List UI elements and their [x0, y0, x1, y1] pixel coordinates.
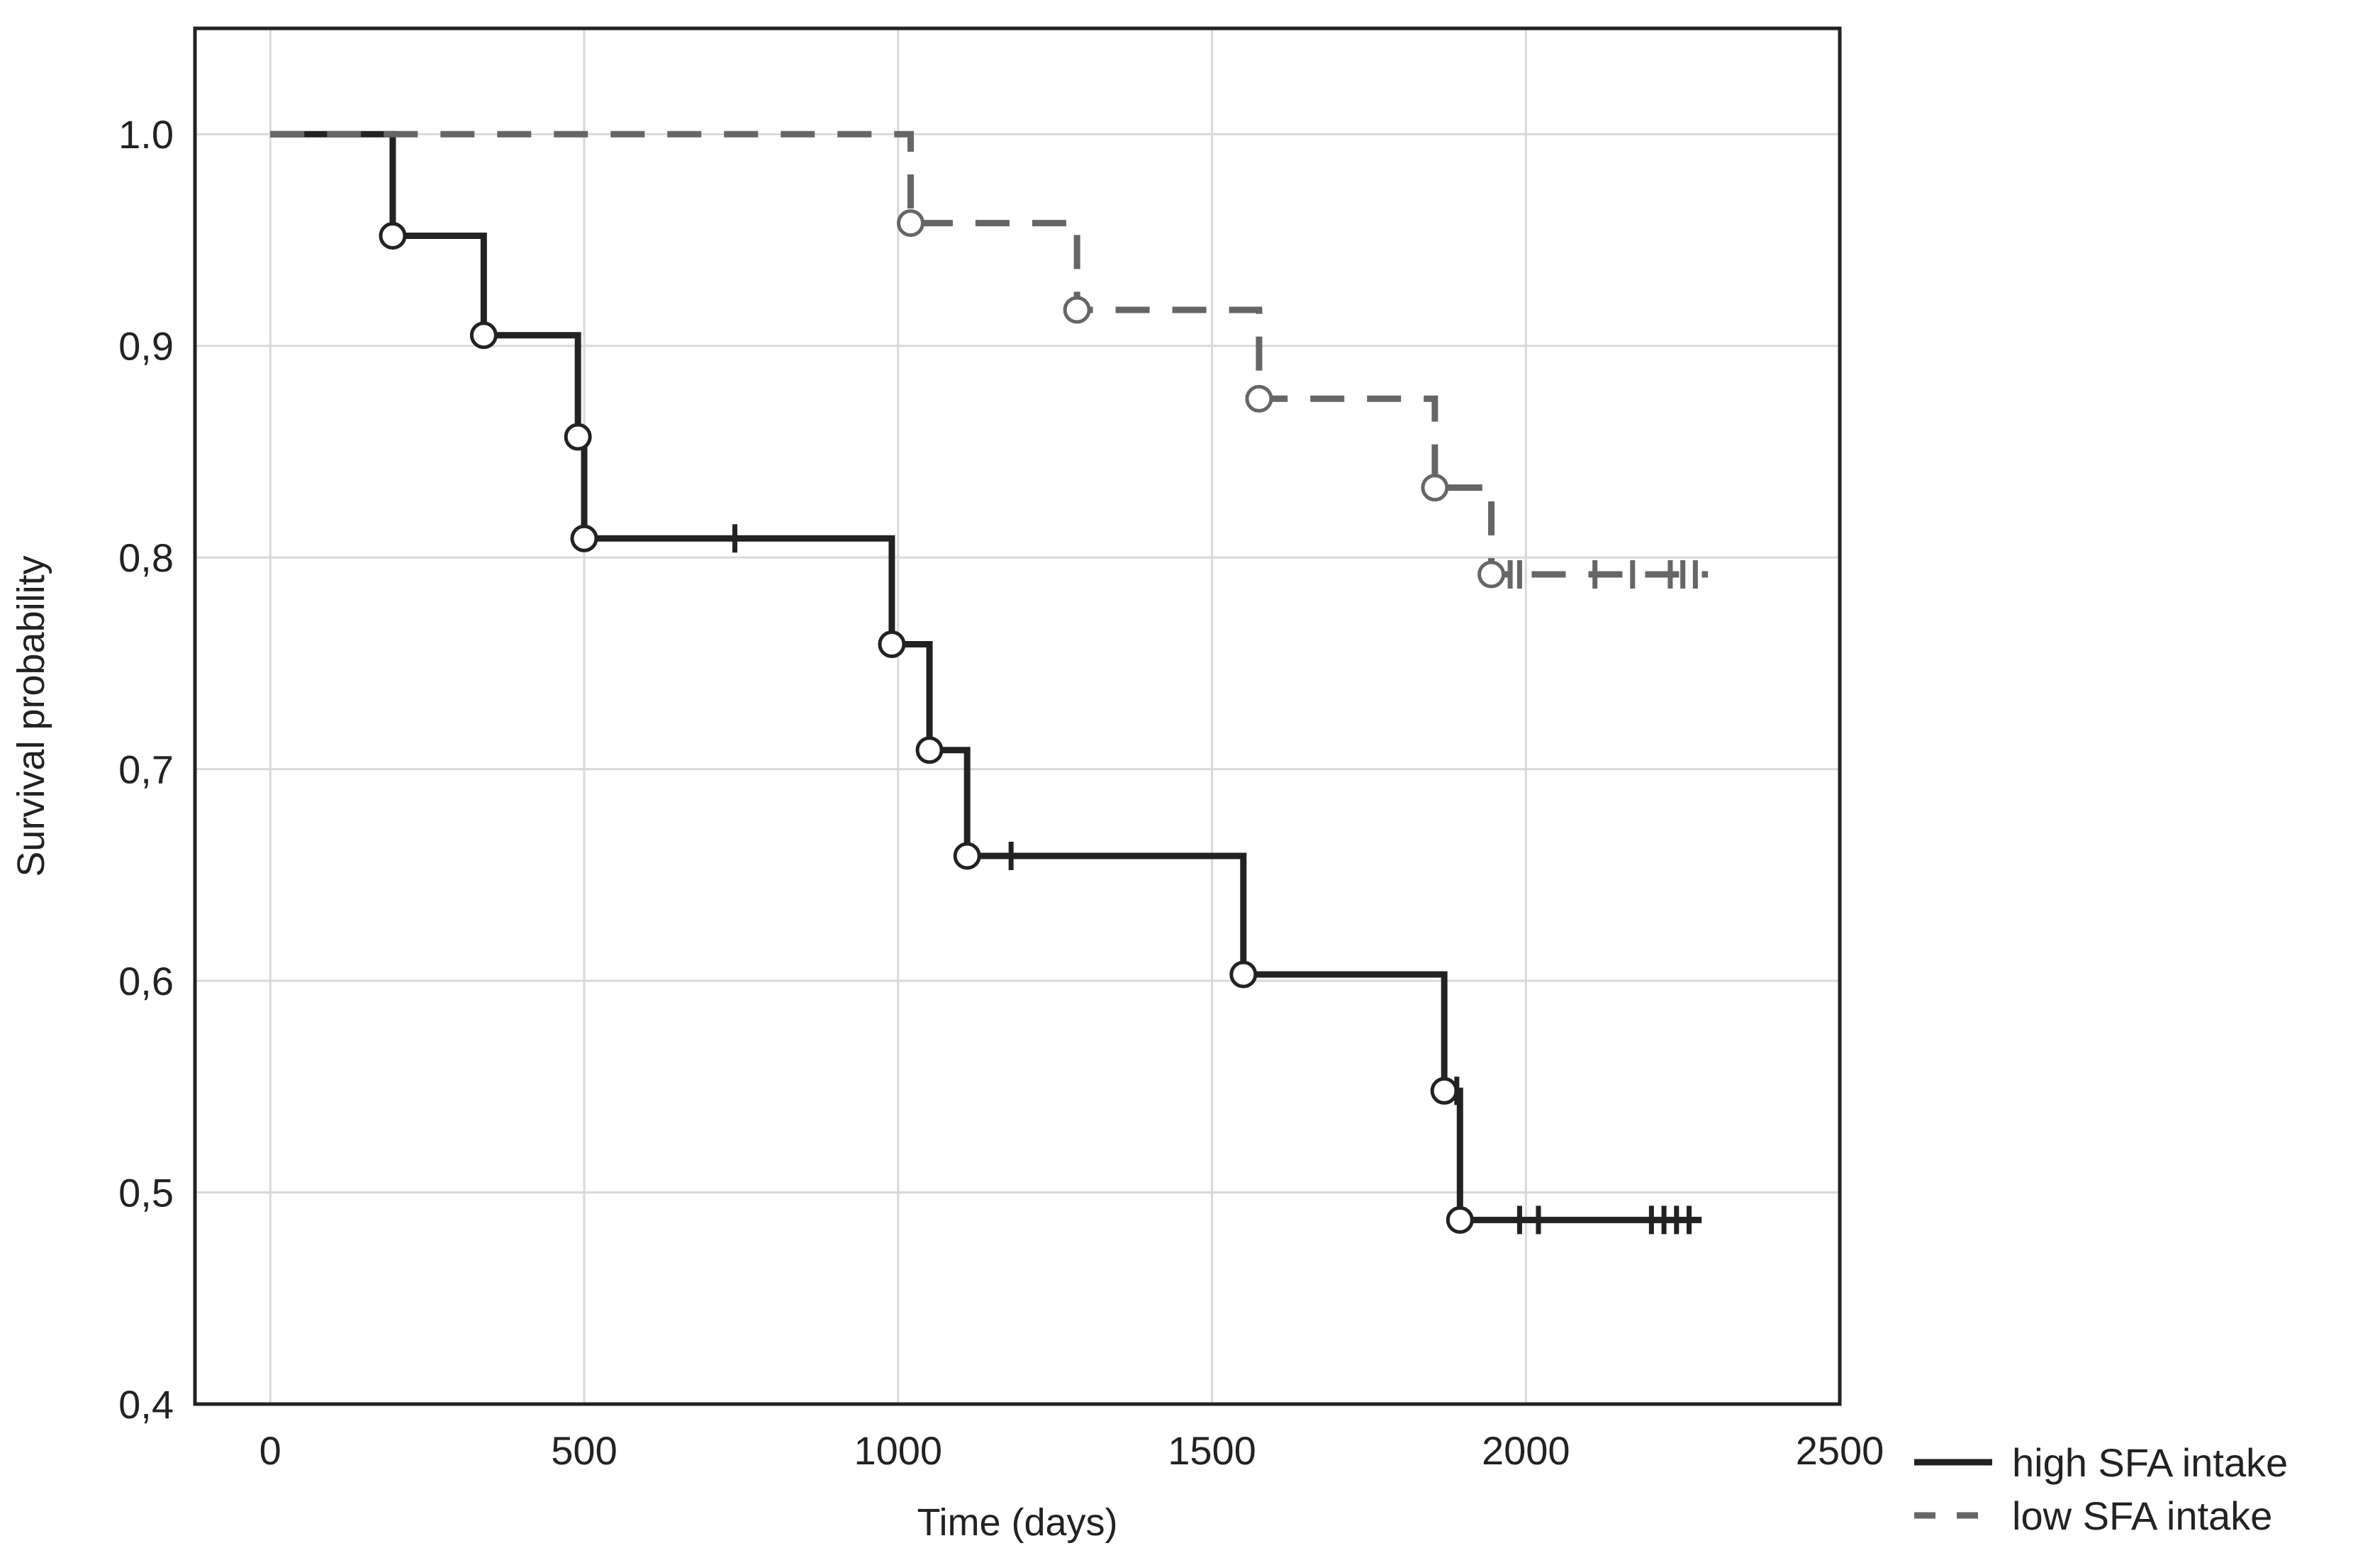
x-tick-label: 2000 [1482, 1428, 1570, 1473]
event-point [1430, 1076, 1458, 1105]
series-layer [270, 130, 1709, 1235]
y-axis-label: Survival probability [10, 555, 52, 876]
x-tick-label: 0 [259, 1428, 281, 1473]
x-tick-label: 2500 [1796, 1428, 1884, 1473]
series-line [270, 130, 1702, 1223]
event-point [1245, 384, 1273, 413]
y-tick-label: 0,7 [118, 747, 174, 792]
event-point [915, 736, 944, 764]
event-point [564, 423, 592, 451]
event-point [953, 842, 981, 870]
event-point [1063, 296, 1091, 324]
x-tick-label: 1500 [1168, 1428, 1256, 1473]
y-tick-label: 0,9 [118, 324, 174, 369]
event-point [878, 630, 906, 659]
event-point [1446, 1206, 1474, 1234]
legend-label: high SFA intake [2012, 1440, 2288, 1485]
y-tick-label: 0,4 [118, 1382, 174, 1427]
y-tick-label: 0,6 [118, 959, 174, 1003]
series-2 [270, 130, 1709, 589]
event-point [896, 209, 924, 238]
event-point [570, 524, 598, 552]
event-point [379, 221, 407, 250]
x-tick-label: 1000 [854, 1428, 942, 1473]
series-1 [270, 130, 1702, 1235]
y-tick-label: 0,5 [118, 1171, 174, 1215]
legend-label: low SFA intake [2012, 1493, 2272, 1538]
x-tick-label: 500 [551, 1428, 617, 1473]
legend: high SFA intake low SFA intake [1914, 1440, 2288, 1538]
series-line [270, 130, 1709, 578]
event-point [1421, 474, 1449, 502]
y-tick-label: 0,8 [118, 535, 174, 580]
axis-ticks: 0 500 1000 1500 2000 2500 0,4 0,5 0,6 0,7 0,8 0,9 1.… [118, 112, 1884, 1473]
y-tick-label: 1.0 [118, 112, 174, 157]
x-axis-label: Time (days) [917, 1501, 1117, 1544]
plot-frame [193, 26, 1842, 1406]
event-point [1477, 560, 1506, 589]
event-point [1229, 960, 1258, 989]
event-point [469, 321, 498, 350]
